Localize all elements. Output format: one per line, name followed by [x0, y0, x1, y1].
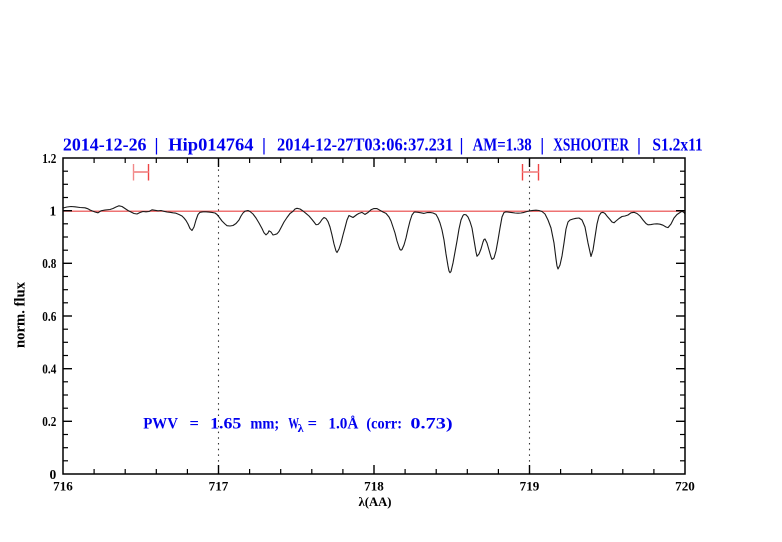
svg-text:0.2: 0.2: [42, 414, 56, 429]
svg-text:=: =: [308, 416, 317, 433]
svg-text:|: |: [262, 135, 266, 155]
svg-text:2014-12-27T03:06:37.231: 2014-12-27T03:06:37.231: [277, 135, 453, 155]
svg-text:0.73): 0.73): [410, 416, 452, 433]
svg-text:1: 1: [50, 204, 57, 219]
svg-text:AM=1.38: AM=1.38: [473, 135, 532, 155]
svg-text:717: 717: [209, 478, 229, 493]
svg-text:λ(AA): λ(AA): [359, 494, 392, 509]
svg-text:=: =: [190, 416, 199, 433]
svg-text:norm. flux: norm. flux: [13, 282, 29, 348]
svg-text:Hip014764: Hip014764: [168, 135, 253, 155]
svg-text:0.8: 0.8: [42, 256, 56, 271]
svg-text:XSHOOTER: XSHOOTER: [553, 135, 630, 155]
svg-text:2014-12-26: 2014-12-26: [63, 135, 147, 155]
svg-text:|: |: [155, 135, 159, 155]
svg-text:0: 0: [50, 467, 57, 482]
svg-text:PWV: PWV: [143, 416, 178, 433]
svg-text:W: W: [288, 416, 299, 433]
svg-text:|: |: [637, 135, 641, 155]
svg-text:S1.2x11: S1.2x11: [652, 135, 702, 155]
svg-text:λ: λ: [298, 423, 304, 435]
svg-text:1.2: 1.2: [42, 151, 56, 166]
svg-text:720: 720: [675, 478, 695, 493]
svg-text:718: 718: [364, 478, 384, 493]
svg-text:0.4: 0.4: [42, 362, 56, 377]
svg-text:|: |: [540, 135, 544, 155]
svg-text:719: 719: [520, 478, 540, 493]
svg-text:716: 716: [53, 478, 73, 493]
svg-text:(corr:: (corr:: [366, 416, 402, 433]
svg-text:1.65: 1.65: [210, 416, 241, 433]
svg-text:1.0Å: 1.0Å: [328, 415, 358, 433]
svg-text:mm;: mm;: [250, 416, 279, 433]
svg-text:0.6: 0.6: [42, 309, 56, 324]
svg-text:|: |: [460, 135, 464, 155]
